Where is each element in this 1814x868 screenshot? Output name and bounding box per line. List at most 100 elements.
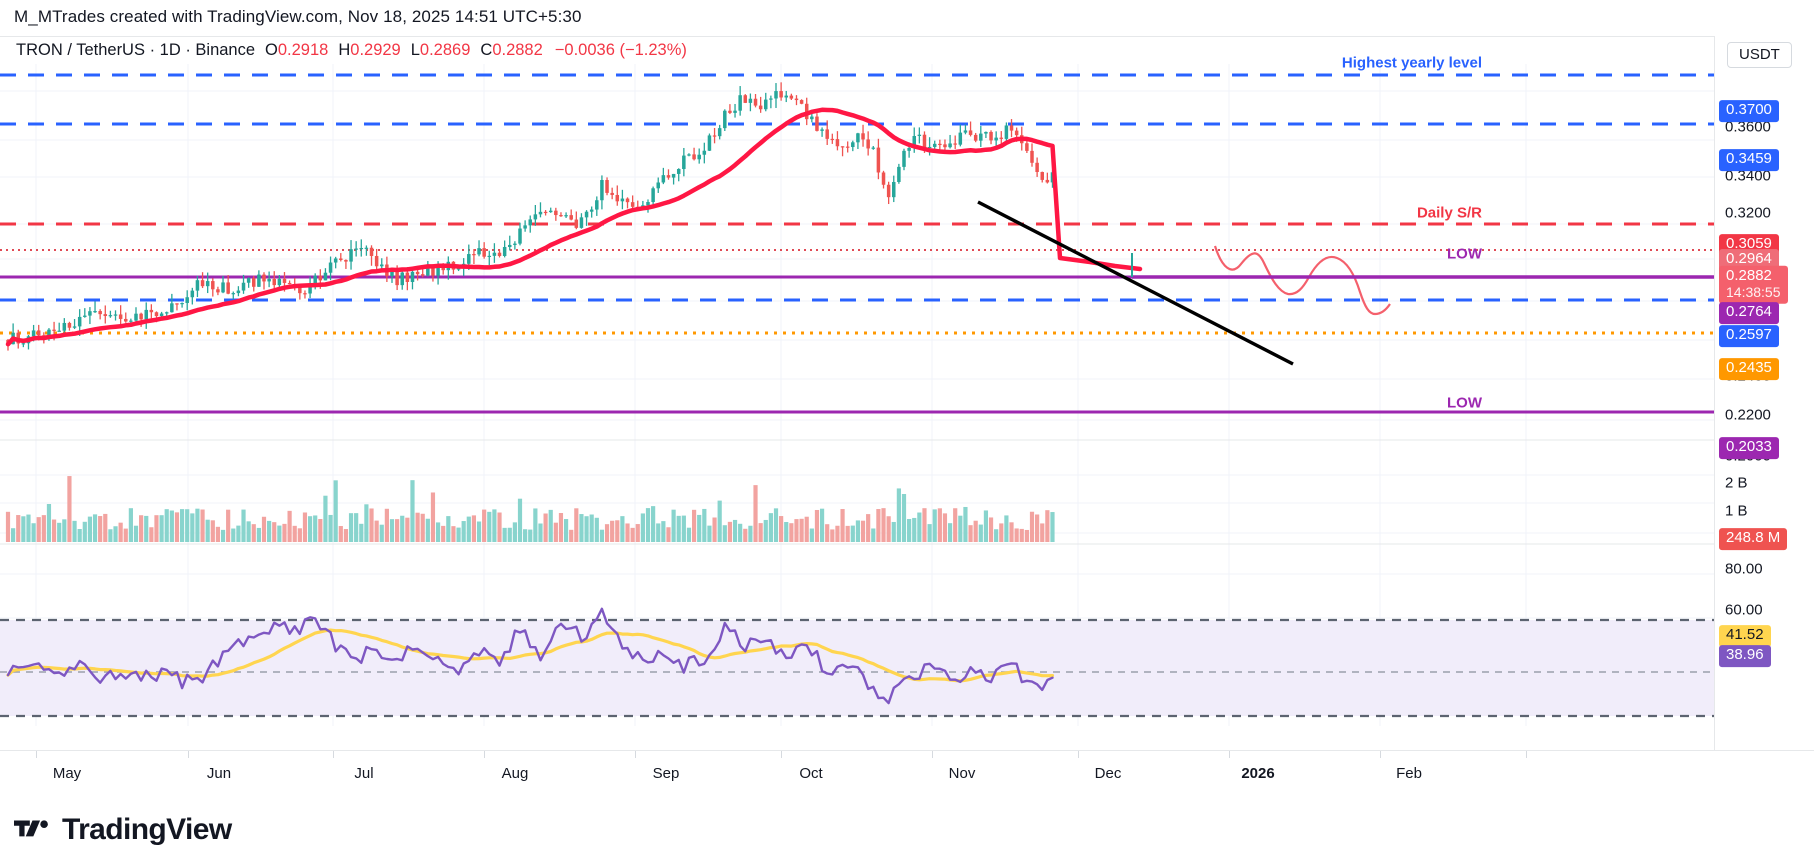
volume-bar[interactable] [200,509,205,542]
candle-body[interactable] [973,134,978,141]
candle-body[interactable] [374,255,379,267]
volume-bar[interactable] [359,523,364,542]
volume-bar[interactable] [379,524,384,542]
candle-body[interactable] [180,303,184,305]
volume-bar[interactable] [927,524,932,542]
candle-body[interactable] [364,247,369,249]
candle-body[interactable] [999,137,1004,139]
candle-body[interactable] [426,267,430,276]
candle-body[interactable] [595,200,599,210]
volume-bar[interactable] [651,506,656,542]
volume-bar[interactable] [881,508,886,542]
candle-body[interactable] [129,320,133,322]
candle-body[interactable] [651,188,655,203]
candle-body[interactable] [200,280,205,287]
volume-bar[interactable] [819,508,825,542]
candle-body[interactable] [190,290,195,298]
candle-body[interactable] [753,98,758,106]
volume-bar[interactable] [502,527,507,542]
candle-body[interactable] [159,313,164,317]
volume-bar[interactable] [579,514,584,542]
volume-bar[interactable] [666,527,671,542]
candle-body[interactable] [564,215,568,217]
candle-body[interactable] [83,315,87,317]
candle-body[interactable] [625,198,630,203]
volume-bar[interactable] [41,515,46,542]
candle-body[interactable] [953,143,957,145]
candle-body[interactable] [784,95,788,98]
volume-bar[interactable] [523,529,528,542]
candle-body[interactable] [620,198,625,202]
volume-bar[interactable] [384,508,389,542]
volume-bar[interactable] [517,498,523,542]
candle-body[interactable] [47,329,51,339]
candle-body[interactable] [124,318,128,322]
volume-bar[interactable] [456,527,461,542]
candle-body[interactable] [134,313,138,321]
candle-body[interactable] [482,248,486,257]
volume-bar[interactable] [973,520,978,542]
candle-body[interactable] [420,274,425,276]
volume-bar[interactable] [978,524,983,542]
volume-bar[interactable] [246,521,251,542]
candle-body[interactable] [308,284,312,294]
volume-bar[interactable] [159,515,164,542]
candle-body[interactable] [917,134,922,137]
volume-bar[interactable] [205,519,210,542]
candle-body[interactable] [93,311,97,313]
candle-body[interactable] [231,293,236,295]
volume-bar[interactable] [461,521,466,542]
volume-bar[interactable] [727,521,733,542]
volume-bar[interactable] [702,508,707,542]
volume-bar[interactable] [809,528,814,542]
candle-body[interactable] [477,248,481,255]
candle-body[interactable] [861,133,865,140]
volume-bar[interactable] [251,524,256,542]
chart-plot-area[interactable]: Highest yearly level Daily S/R LOW LOW [0,55,1714,750]
volume-bar[interactable] [492,509,497,542]
volume-bar[interactable] [507,527,512,542]
candle-body[interactable] [1040,172,1044,180]
candle-body[interactable] [221,282,225,293]
volume-bar[interactable] [855,520,861,542]
volume-bar[interactable] [886,516,891,542]
volume-bar[interactable] [395,519,400,542]
candle-body[interactable] [508,244,512,247]
volume-bar[interactable] [994,529,999,542]
candle-body[interactable] [717,128,722,137]
candle-body[interactable] [252,278,256,287]
candle-body[interactable] [958,132,963,145]
volume-bar[interactable] [907,518,912,542]
candle-body[interactable] [282,278,287,283]
volume-bar[interactable] [676,515,681,542]
volume-bar[interactable] [215,526,221,542]
volume-bar[interactable] [901,493,907,542]
axis-badge-last-price[interactable]: 0.2882 14:38:55 [1719,265,1788,305]
volume-bar[interactable] [533,508,538,542]
volume-bar[interactable] [538,523,543,542]
volume-bar[interactable] [26,514,31,542]
volume-bar[interactable] [256,527,261,542]
volume-bar[interactable] [968,525,973,542]
volume-bar[interactable] [932,509,937,542]
volume-bar[interactable] [645,508,651,542]
candle-body[interactable] [589,209,594,212]
candle-body[interactable] [472,254,476,256]
candle-body[interactable] [57,330,61,332]
volume-bar[interactable] [763,519,768,542]
candle-body[interactable] [241,282,246,291]
volume-bar[interactable] [231,528,236,542]
volume-bar[interactable] [1019,528,1024,542]
volume-bar[interactable] [604,524,610,542]
candle-body[interactable] [272,278,276,286]
volume-bar[interactable] [292,525,297,542]
candle-body[interactable] [303,293,307,295]
volume-bar[interactable] [866,514,871,542]
candle-body[interactable] [835,139,840,147]
volume-bar[interactable] [164,509,169,542]
axis-badge-ma-level-2435[interactable]: 0.2435 [1719,358,1779,380]
candle-body[interactable] [257,274,261,287]
volume-bar[interactable] [799,518,804,542]
volume-bar[interactable] [338,526,343,542]
axis-badge-rsi-ma-value[interactable]: 41.52 [1719,625,1771,647]
